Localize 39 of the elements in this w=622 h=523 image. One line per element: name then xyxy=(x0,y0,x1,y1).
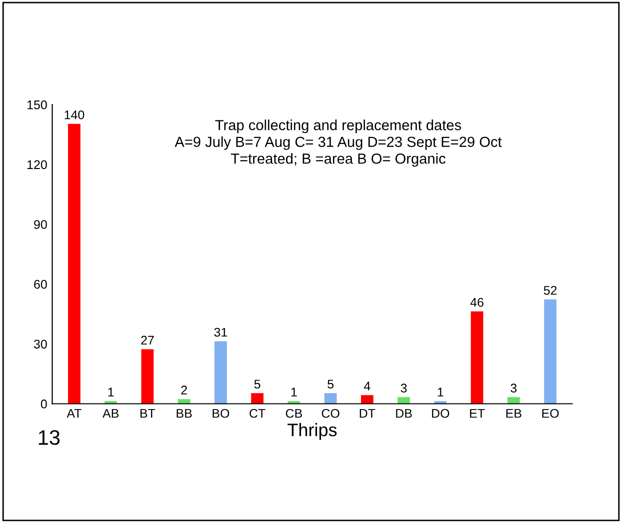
x-tick-label: AB xyxy=(102,409,119,418)
y-tick-label: 90 xyxy=(34,220,47,229)
x-tick-label: DB xyxy=(396,409,412,418)
data-label: 2 xyxy=(181,386,187,394)
data-label: 140 xyxy=(64,110,84,120)
data-label: 5 xyxy=(328,380,334,389)
x-tick-label: BO xyxy=(212,408,230,418)
x-tick-label: CT xyxy=(250,408,266,418)
x-tick-label: EO xyxy=(542,408,559,418)
x-tick-label: CB xyxy=(286,408,302,418)
y-tick-label: 30 xyxy=(34,340,47,349)
data-label: 31 xyxy=(214,328,228,337)
annotation: Trap collecting and replacement dates xyxy=(215,120,462,134)
data-label: 46 xyxy=(470,298,484,307)
text: 13 xyxy=(38,430,60,445)
x-tick-label: DO xyxy=(432,408,450,418)
annotation: A=9 July B=7 Aug C= 31 Aug D=23 Sept E=29 Oct xyxy=(174,136,502,150)
y-tick-label: 120 xyxy=(27,160,47,170)
x-tick-label: BT xyxy=(140,409,156,418)
x-tick-label: AT xyxy=(66,409,82,418)
data-label: 52 xyxy=(544,286,557,295)
y-tick-label: 0 xyxy=(40,400,47,408)
x-tick-label: EB xyxy=(506,409,522,418)
data-label: 1 xyxy=(438,388,444,396)
data-label: 27 xyxy=(141,336,154,345)
y-tick-label: 60 xyxy=(34,280,47,289)
data-label: 1 xyxy=(108,388,114,396)
x-tick-label: DT xyxy=(360,409,376,418)
y-tick-label: 150 xyxy=(27,100,47,110)
data-label: 1 xyxy=(291,388,297,396)
data-label: 3 xyxy=(400,384,407,393)
data-label: 3 xyxy=(510,384,517,393)
x-axis-title: Thrips xyxy=(288,423,337,440)
x-tick-label: ET xyxy=(470,409,485,418)
x-tick-label: BB xyxy=(176,409,192,418)
data-label: 4 xyxy=(364,382,370,390)
x-tick-label: CO xyxy=(322,408,340,418)
annotation: T=treated; B =area B O= Organic xyxy=(230,153,446,167)
data-label: 5 xyxy=(254,380,260,389)
